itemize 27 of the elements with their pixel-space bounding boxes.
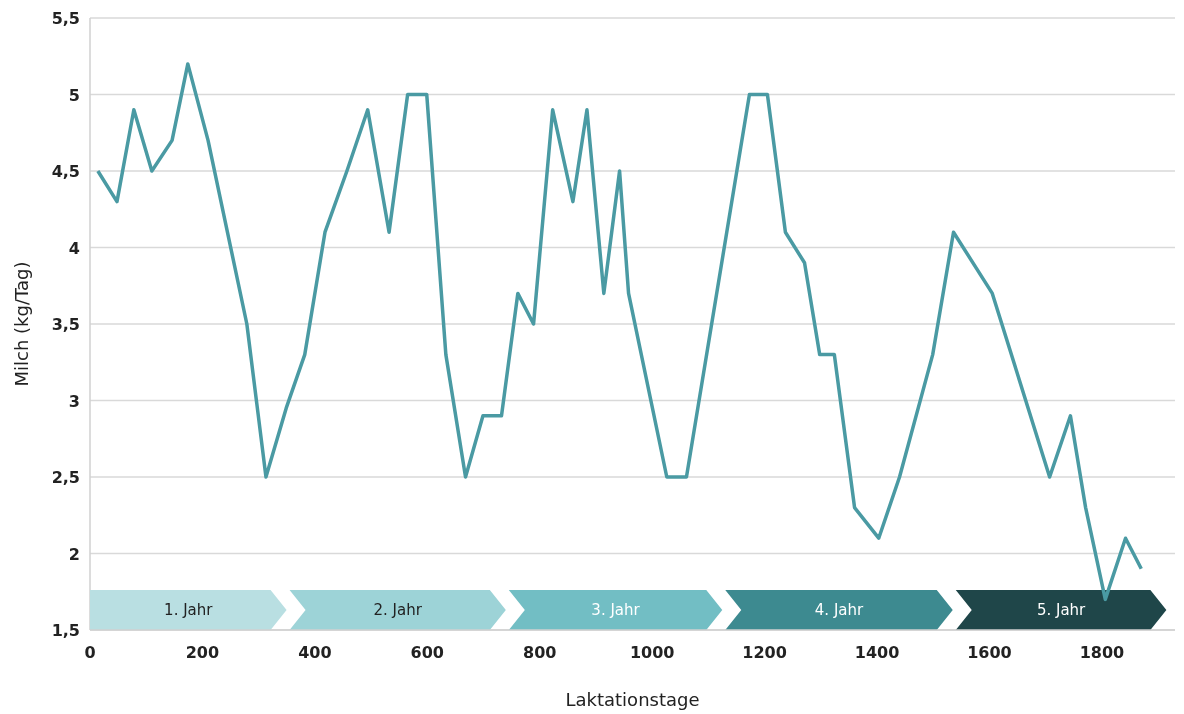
y-tick-label: 4,5 — [51, 162, 80, 181]
y-axis-title: Milch (kg/Tag) — [11, 261, 32, 387]
band-label: 2. Jahr — [373, 601, 423, 619]
x-tick-label: 400 — [298, 643, 332, 662]
y-tick-label: 3,5 — [51, 315, 80, 334]
x-tick-label: 1400 — [854, 643, 900, 662]
x-tick-label: 200 — [185, 643, 220, 662]
x-tick-label: 1200 — [742, 643, 787, 662]
x-tick-label: 1000 — [629, 643, 675, 662]
x-tick-label: 600 — [410, 643, 445, 662]
x-axis-title: Laktationstage — [565, 689, 700, 710]
band-label: 5. Jahr — [1036, 601, 1087, 619]
y-tick-label: 2,5 — [51, 468, 80, 487]
band-label: 3. Jahr — [591, 601, 641, 619]
x-tick-label: 0 — [84, 643, 96, 662]
band-label: 1. Jahr — [164, 601, 214, 619]
y-tick-label: 4 — [68, 238, 80, 258]
y-tick-label: 5,5 — [51, 9, 80, 28]
band-label: 4. Jahr — [814, 601, 865, 619]
y-tick-label: 3 — [68, 391, 80, 411]
x-tick-label: 1600 — [967, 643, 1012, 662]
y-tick-label: 2 — [68, 544, 80, 564]
y-tick-label: 1,5 — [51, 621, 80, 640]
y-tick-label: 5 — [68, 85, 80, 105]
x-tick-label: 1800 — [1079, 643, 1125, 662]
line-series — [96, 62, 1144, 602]
x-tick-label: 800 — [523, 643, 557, 662]
